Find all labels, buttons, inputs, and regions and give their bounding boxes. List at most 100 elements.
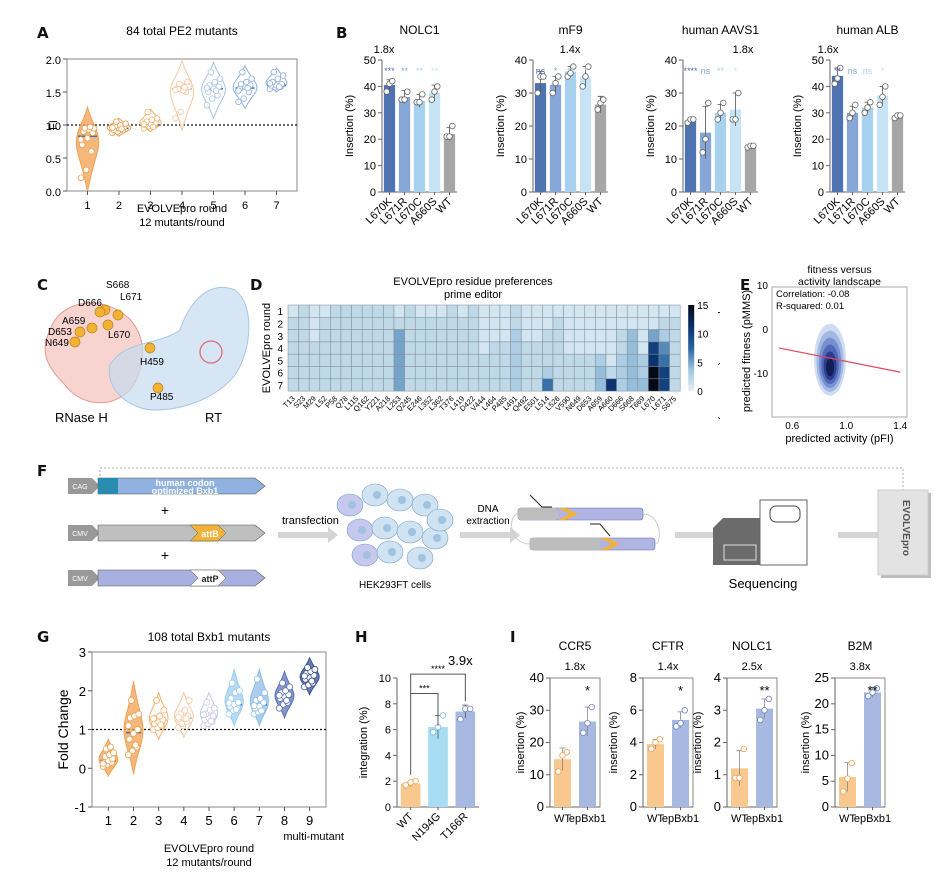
heatmap-cell	[595, 304, 607, 318]
heatmap-cell	[626, 353, 639, 367]
heatmap-cell	[340, 341, 352, 355]
fold-change-label: 2.5x	[742, 661, 763, 673]
heatmap-cell	[648, 317, 660, 330]
heatmap-cell	[319, 329, 331, 343]
data-point	[124, 722, 132, 730]
y-tick-label: 10	[364, 161, 376, 173]
heatmap-cell	[552, 353, 564, 367]
heatmap-cell	[457, 378, 469, 392]
heatmap-cell	[658, 304, 670, 318]
data-point	[236, 687, 243, 695]
x-tick-label: epBxb1	[569, 813, 606, 825]
heatmap-cell	[499, 353, 511, 367]
y-axis-label: Insertion (%)	[344, 95, 356, 157]
residue-label: D666	[78, 298, 102, 309]
data-point	[846, 114, 853, 122]
data-point	[248, 75, 255, 82]
data-point	[140, 121, 148, 128]
violin-7	[265, 67, 288, 93]
y-axis-label: predicted fitness (pMMS)	[741, 290, 753, 412]
data-point	[849, 109, 856, 116]
heatmap-cell	[510, 304, 522, 318]
data-point	[834, 75, 841, 82]
data-point	[428, 96, 435, 103]
y-tick-label: 20	[812, 134, 824, 146]
data-point	[185, 697, 193, 704]
heatmap-cell	[499, 366, 511, 380]
row-label: 7	[277, 381, 283, 392]
heatmap-cell	[520, 341, 533, 355]
heatmap-cell	[489, 353, 501, 367]
data-point	[122, 120, 129, 127]
heatmap-cell	[319, 353, 331, 367]
bar-WT	[839, 777, 856, 807]
heatmap-cell	[510, 353, 522, 367]
y-tick-label: 2	[385, 776, 391, 788]
heatmap-cell	[637, 353, 649, 367]
heatmap-cell	[616, 341, 628, 355]
heatmap-cell	[605, 378, 617, 392]
data-point	[228, 679, 236, 687]
x-tick-label: 7	[273, 200, 279, 212]
bar-WT	[443, 133, 456, 192]
heatmap-cell	[520, 353, 533, 367]
chart-subtitle: activity landscape	[798, 276, 881, 288]
heatmap-cell	[287, 378, 299, 392]
heatmap-cell	[404, 304, 416, 318]
residue-label: H459	[140, 357, 164, 368]
violin-3	[139, 108, 162, 133]
heatmap-cell	[552, 341, 564, 355]
heatmap-cell	[457, 329, 469, 343]
cell-nucleus	[418, 554, 426, 562]
chart-title: NOLC1	[732, 639, 772, 653]
heatmap-cell	[478, 304, 490, 318]
heatmap-cell	[457, 366, 469, 380]
data-point	[275, 704, 283, 712]
x-axis-sublabel: 12 mutants/round	[139, 217, 225, 229]
x-tick-label: 6	[242, 200, 248, 212]
construct-label: attB	[201, 529, 219, 539]
heatmap-cell	[595, 341, 607, 355]
data-point	[552, 79, 559, 87]
x-tick-label: 5	[210, 200, 216, 212]
heatmap-cell	[383, 353, 395, 367]
amplicon-att-site	[558, 508, 578, 520]
heatmap-subtitle: prime editor	[444, 289, 502, 301]
step-label-extraction: extraction	[466, 516, 509, 527]
data-point	[134, 726, 142, 733]
heatmap-cell	[425, 304, 437, 318]
y-tick-label: 2.0	[46, 55, 61, 67]
heatmap-cell	[404, 366, 416, 380]
data-point	[735, 89, 742, 97]
heatmap-cell	[616, 317, 628, 330]
heatmap-cell	[584, 304, 596, 318]
heatmap-cell	[626, 317, 639, 330]
heatmap-cell	[510, 366, 522, 380]
heatmap-cell	[425, 378, 437, 392]
heatmap-cell	[298, 353, 310, 367]
chart-title: fitness versus	[807, 264, 871, 276]
data-point	[673, 723, 680, 730]
heatmap-cell	[669, 353, 681, 367]
arrow-sequencing	[675, 527, 735, 543]
y-tick-label: 0	[537, 799, 544, 814]
data-point	[588, 703, 595, 711]
x-axis-label: predicted activity (pFI)	[785, 433, 893, 445]
x-tick-label: 2	[116, 200, 122, 212]
heatmap-cell	[404, 378, 416, 392]
y-tick-label: 30	[665, 88, 677, 100]
heatmap-cell	[489, 304, 501, 318]
heatmap-cell	[436, 304, 448, 318]
data-point	[840, 788, 847, 795]
bar-N194G	[428, 727, 448, 807]
att-site	[189, 569, 227, 587]
data-point	[732, 116, 739, 123]
x-tick-label: 1	[84, 200, 90, 212]
panel-label-a: A	[37, 24, 49, 42]
data-point	[434, 83, 441, 90]
heatmap-cell	[531, 304, 543, 318]
heatmap-cell	[637, 329, 649, 343]
